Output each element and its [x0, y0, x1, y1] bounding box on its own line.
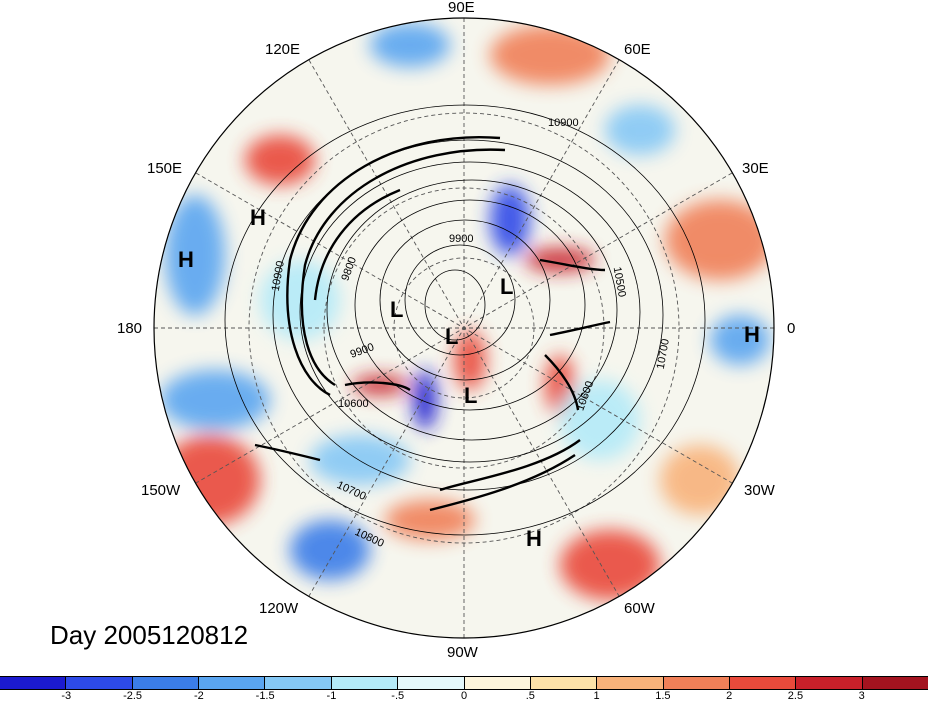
colorbar-swatch: [663, 677, 730, 689]
colorbar-tick-label: 3: [858, 690, 865, 702]
low-pressure-center: L: [445, 324, 459, 349]
colorbar-tick-label: -3: [61, 690, 72, 702]
contour-label: 10900: [548, 117, 579, 129]
low-pressure-center: L: [390, 297, 404, 322]
colorbar-swatch: [796, 677, 863, 689]
colorbar-tick-label: -2: [193, 690, 204, 702]
lon-label-150e: 150E: [147, 160, 183, 177]
lon-label-0: 0: [787, 320, 796, 337]
colorbar-swatch: [530, 677, 598, 689]
colorbar: [0, 676, 928, 690]
colorbar-tick-label: 2: [726, 690, 733, 702]
lon-label-90e: 90E: [448, 0, 475, 16]
colorbar-tick-label: .5: [525, 690, 535, 702]
map-boundary: [153, 17, 775, 639]
colorbar-swatch: [0, 677, 67, 689]
colorbar-swatch: [464, 677, 531, 689]
lon-label-60e: 60E: [624, 41, 651, 58]
lon-label-90w: 90W: [447, 644, 478, 661]
colorbar-swatch: [66, 677, 133, 689]
date-title: Day 2005120812: [50, 620, 249, 650]
colorbar-tick-label: -1.5: [255, 690, 275, 702]
colorbar-swatch: [729, 677, 797, 689]
high-pressure-center: H: [178, 247, 194, 272]
high-pressure-center: H: [250, 205, 266, 230]
lon-label-60w: 60W: [624, 600, 655, 617]
colorbar-tick-label: 1: [593, 690, 600, 702]
colorbar-tick-label: 1.5: [655, 690, 671, 702]
high-pressure-center: H: [526, 526, 542, 551]
colorbar-swatch: [398, 677, 465, 689]
colorbar-swatch: [265, 677, 332, 689]
colorbar-tick-label: 2.5: [787, 690, 804, 702]
colorbar-swatch: [862, 677, 928, 689]
high-pressure-center: H: [744, 322, 760, 347]
colorbar-swatch: [132, 677, 200, 689]
colorbar-tick-label: -2.5: [123, 690, 143, 702]
colorbar-tick-label: 0: [460, 690, 468, 702]
colorbar-tick-label: -.5: [391, 690, 405, 702]
lon-label-180: 180: [117, 320, 143, 337]
low-pressure-center: L: [464, 383, 478, 408]
contour-label: 10600: [338, 398, 369, 410]
lon-label-120w: 120W: [259, 600, 299, 617]
colorbar-swatch: [331, 677, 399, 689]
contour-label: 9900: [449, 233, 474, 245]
lon-label-120e: 120E: [265, 41, 301, 58]
lon-label-30e: 30E: [742, 160, 769, 177]
colorbar-swatch: [597, 677, 664, 689]
lon-label-30w: 30W: [744, 482, 775, 499]
colorbar-swatch: [199, 677, 266, 689]
lon-label-150w: 150W: [141, 482, 181, 499]
low-pressure-center: L: [500, 274, 514, 299]
colorbar-tick-label: -1: [326, 690, 337, 702]
